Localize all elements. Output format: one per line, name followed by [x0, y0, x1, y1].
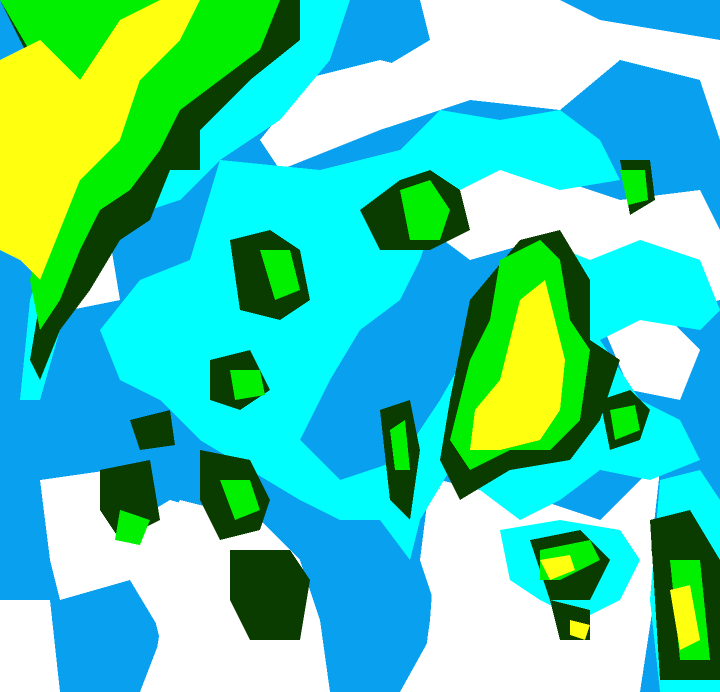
level5-echo-layer	[0, 0, 700, 650]
